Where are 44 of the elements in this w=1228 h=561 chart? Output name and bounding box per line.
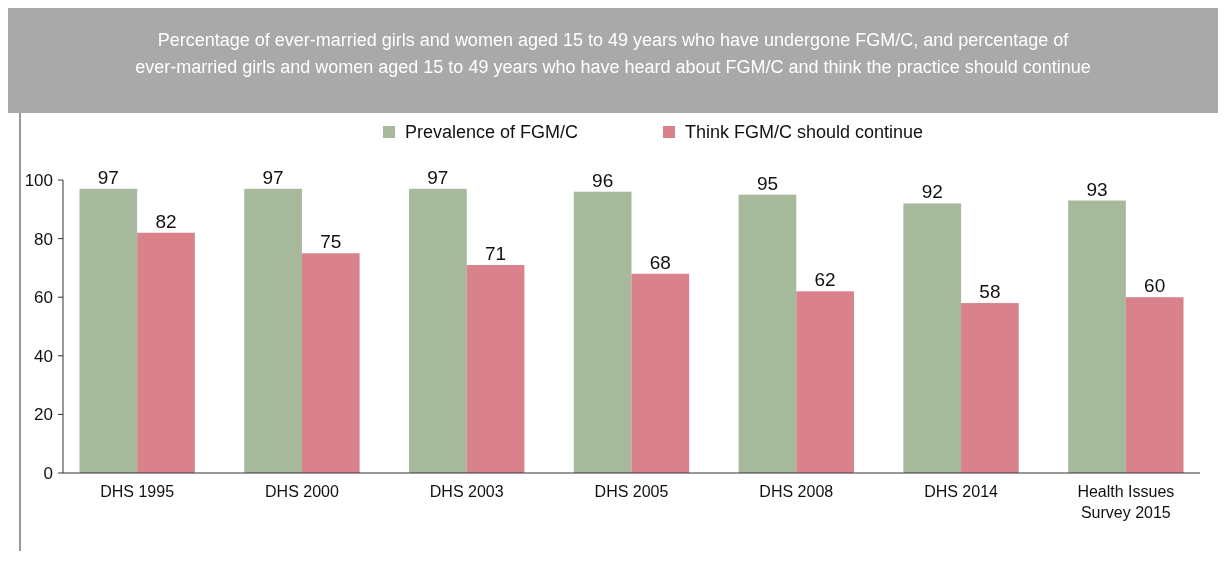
bar [409, 188, 467, 473]
x-tick-label: DHS 2003 [429, 483, 504, 500]
data-label: 92 [921, 181, 943, 203]
x-tick-label: DHS 1995 [100, 483, 175, 500]
y-tick-label: 80 [34, 229, 53, 249]
data-label: 95 [756, 172, 779, 194]
data-label: 96 [592, 169, 614, 191]
bar [137, 232, 195, 473]
data-label: 68 [649, 251, 671, 273]
data-label: 82 [155, 210, 177, 232]
y-tick-label: 60 [34, 288, 53, 308]
x-tick-label: DHS 2000 [265, 483, 339, 500]
x-tick-label: Health Issues Survey 2015 [1077, 483, 1175, 521]
x-tick-label: DHS 2008 [759, 483, 834, 500]
y-tick-label: 100 [24, 170, 53, 190]
data-label: 75 [320, 231, 342, 253]
data-label: 97 [427, 166, 449, 188]
bar [796, 291, 854, 473]
bar [79, 188, 138, 473]
y-tick-label: 20 [34, 405, 53, 425]
bar [1068, 200, 1126, 473]
legend-label: Think FGM/C should continue [685, 122, 924, 142]
y-tick-label: 40 [34, 346, 53, 366]
bar [961, 303, 1019, 473]
chart-title: Percentage of ever-married girls and women aged 15 to 49 years who have undergone FGM/C, and percentage of ever-married girls and women aged 15 to 49 years who have heard about FGM/C and think the practice should continue [135, 30, 1091, 77]
data-label: 58 [979, 281, 1001, 303]
bar [903, 203, 962, 473]
bar [244, 188, 302, 473]
bar [631, 273, 690, 473]
data-label: 97 [97, 166, 119, 188]
bar [573, 191, 632, 473]
x-tick-label: DHS 2005 [594, 483, 669, 500]
bar [1125, 297, 1184, 473]
bar [738, 194, 797, 473]
data-label: 62 [814, 269, 836, 291]
bar [301, 253, 360, 473]
bar [466, 264, 525, 473]
data-label: 60 [1144, 275, 1166, 297]
data-label: 97 [262, 166, 284, 188]
data-label: 93 [1086, 178, 1108, 200]
y-tick-label: 0 [43, 463, 53, 483]
x-tick-label: DHS 2014 [924, 483, 999, 500]
legend-label: Prevalence of FGM/C [405, 122, 579, 142]
data-label: 71 [484, 242, 507, 264]
